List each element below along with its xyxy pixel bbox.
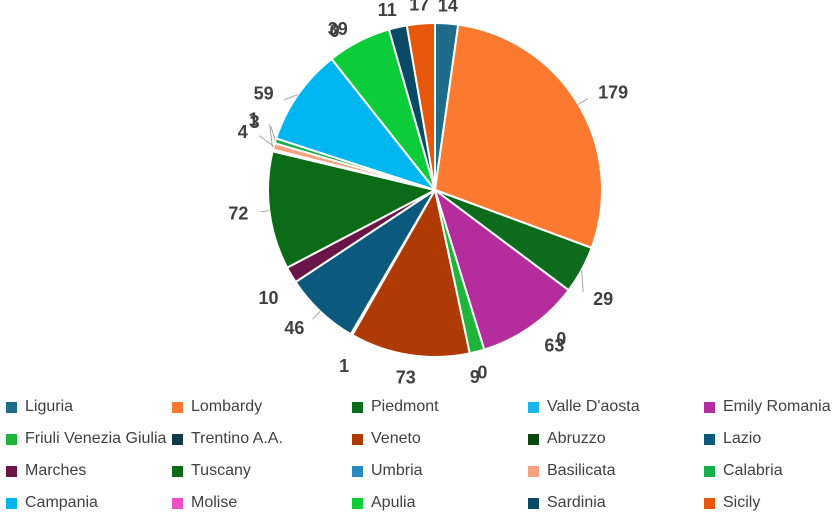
legend-label: Emily Romania [723, 398, 831, 415]
legend-item-lazio: Lazio [704, 430, 761, 448]
legend-item-piedmont: Piedmont [352, 398, 439, 416]
chart-legend: Liguria Lombardy Piedmont Valle D'aosta Emil… [0, 398, 837, 517]
legend-item-trentino-a-a: Trentino A.A. [172, 430, 283, 448]
legend-swatch [6, 433, 17, 445]
slice-sicily [405, 21, 436, 191]
legend-swatch [528, 401, 539, 413]
legend-label: Campania [25, 494, 98, 511]
legend-item-sardinia: Sardinia [528, 494, 606, 512]
data-label-trentino-a-a: 0 [477, 363, 487, 383]
legend-item-molise: Molise [172, 494, 237, 512]
legend-swatch [172, 401, 183, 413]
data-label-valle-d-aosta: 0 [556, 329, 566, 349]
legend-label: Friuli Venezia Giulia [25, 430, 167, 447]
legend-label: Sicily [723, 494, 761, 511]
legend-label: Apulia [371, 494, 416, 511]
legend-label: Marches [25, 462, 87, 479]
legend-item-basilicata: Basilicata [528, 462, 615, 480]
legend-swatch [172, 497, 183, 509]
legend-item-sicily: Sicily [704, 494, 760, 512]
legend-label: Calabria [723, 462, 783, 479]
legend-label: Liguria [25, 398, 74, 415]
leader-line-umbria [269, 124, 274, 151]
data-label-umbria: 1 [248, 110, 258, 130]
legend-swatch [528, 433, 539, 445]
data-label-abruzzo: 1 [339, 356, 349, 376]
legend-item-lombardy: Lombardy [172, 398, 262, 416]
data-label-basilicata: 4 [238, 122, 248, 142]
legend-item-valle-d-aosta: Valle D'aosta [528, 398, 640, 416]
legend-item-abruzzo: Abruzzo [528, 430, 606, 448]
leader-line-basilicata [258, 135, 275, 147]
legend-label: Piedmont [371, 398, 439, 415]
legend-label: Basilicata [547, 462, 616, 479]
legend-item-marches: Marches [6, 462, 86, 480]
slice-veneto [350, 187, 471, 358]
legend-swatch [352, 401, 363, 413]
legend-swatch [6, 401, 17, 413]
data-label-lombardy: 179 [598, 83, 628, 103]
legend-label: Trentino A.A. [191, 430, 283, 447]
legend-label: Tuscany [191, 462, 251, 479]
legend-swatch [704, 433, 715, 445]
legend-item-liguria: Liguria [6, 398, 73, 416]
data-label-sardinia: 11 [378, 0, 397, 20]
data-label-emily-romania: 63 [544, 335, 564, 355]
legend-item-calabria: Calabria [704, 462, 783, 480]
slice-campania [274, 57, 438, 192]
data-label-veneto: 73 [396, 368, 416, 388]
legend-swatch [6, 497, 17, 509]
legend-label: Sardinia [547, 494, 606, 511]
data-label-apulia: 39 [328, 19, 348, 39]
data-label-liguria: 14 [438, 0, 458, 15]
data-label-friuli-venezia-giulia: 9 [470, 367, 480, 387]
legend-swatch [352, 497, 363, 509]
data-label-sicily: 17 [409, 0, 429, 15]
data-label-marches: 10 [259, 288, 279, 308]
legend-swatch [172, 465, 183, 477]
data-label-molise: 0 [330, 21, 340, 41]
legend-swatch [704, 401, 715, 413]
legend-swatch [352, 433, 363, 445]
legend-item-emily-romania: Emily Romania [704, 398, 831, 416]
legend-label: Valle D'aosta [547, 398, 640, 415]
legend-label: Molise [191, 494, 238, 511]
data-label-piedmont: 29 [593, 289, 613, 309]
data-label-lazio: 46 [284, 318, 304, 338]
legend-swatch [528, 497, 539, 509]
data-label-tuscany: 72 [228, 203, 248, 223]
leader-line-lazio [312, 310, 321, 320]
legend-item-umbria: Umbria [352, 462, 423, 480]
legend-label: Abruzzo [547, 430, 606, 447]
legend-item-tuscany: Tuscany [172, 462, 251, 480]
legend-label: Umbria [371, 462, 423, 479]
legend-swatch [704, 497, 715, 509]
leader-line-piedmont [581, 269, 584, 293]
legend-item-apulia: Apulia [352, 494, 415, 512]
data-label-calabria: 3 [250, 112, 260, 132]
legend-swatch [172, 433, 183, 445]
data-label-campania: 59 [254, 84, 274, 104]
leader-line-campania [283, 94, 299, 101]
legend-item-friuli-venezia-giulia: Friuli Venezia Giulia [6, 430, 166, 448]
legend-swatch [704, 465, 715, 477]
leader-line-lombardy [578, 98, 589, 105]
legend-swatch [6, 465, 17, 477]
legend-item-veneto: Veneto [352, 430, 421, 448]
slice-emily-romania [433, 187, 571, 351]
legend-swatch [352, 465, 363, 477]
leader-line-calabria [270, 126, 276, 141]
legend-label: Lazio [723, 430, 762, 447]
leader-line-tuscany [260, 210, 270, 213]
legend-label: Veneto [371, 430, 421, 447]
legend-label: Lombardy [191, 398, 263, 415]
legend-swatch [528, 465, 539, 477]
legend-item-campania: Campania [6, 494, 98, 512]
